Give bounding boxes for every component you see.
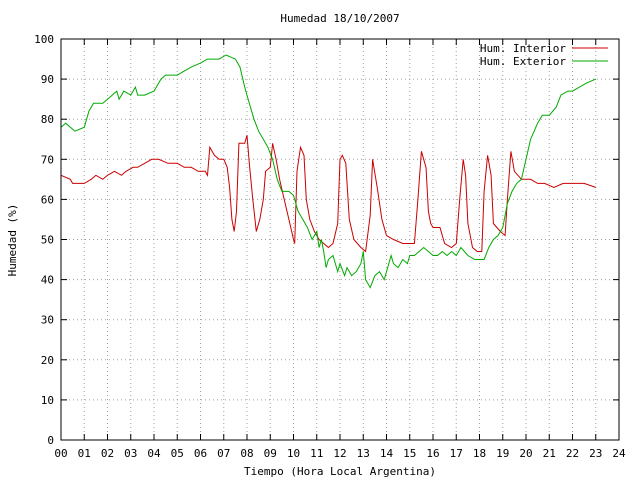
x-tick-label: 16 <box>426 447 439 460</box>
y-tick-label: 10 <box>41 394 54 407</box>
x-tick-label: 22 <box>566 447 579 460</box>
x-axis-ticks: 00 01 02 03 04 05 06 07 08 09 10 11 12 13 14 15 16 17 18 19… <box>54 39 626 460</box>
y-tick-label: 20 <box>41 354 54 367</box>
x-tick-label: 08 <box>240 447 253 460</box>
y-tick-label: 90 <box>41 73 54 86</box>
x-tick-label: 10 <box>287 447 300 460</box>
x-tick-label: 21 <box>543 447 556 460</box>
y-tick-label: 60 <box>41 193 54 206</box>
y-tick-label: 100 <box>34 33 54 46</box>
y-tick-label: 40 <box>41 274 54 287</box>
x-tick-label: 12 <box>333 447 346 460</box>
y-axis-label: Humedad (%) <box>6 204 19 277</box>
y-axis-ticks: 0 10 20 30 40 50 60 70 80 90 100 <box>34 33 619 447</box>
x-tick-label: 24 <box>612 447 626 460</box>
x-tick-label: 13 <box>357 447 370 460</box>
x-tick-label: 18 <box>473 447 486 460</box>
x-tick-label: 09 <box>264 447 277 460</box>
hum-exterior-line <box>60 54 596 289</box>
y-tick-label: 50 <box>41 234 54 247</box>
x-tick-label: 20 <box>519 447 532 460</box>
y-tick-label: 30 <box>41 314 54 327</box>
x-axis-label: Tiempo (Hora Local Argentina) <box>244 465 436 478</box>
x-tick-label: 05 <box>171 447 184 460</box>
x-tick-label: 23 <box>589 447 602 460</box>
x-tick-label: 19 <box>496 447 509 460</box>
x-tick-label: 02 <box>101 447 114 460</box>
x-tick-label: 01 <box>78 447 91 460</box>
x-tick-label: 06 <box>194 447 207 460</box>
legend-label-hum-exterior: Hum. Exterior <box>480 55 566 68</box>
x-tick-label: 17 <box>450 447 463 460</box>
x-tick-label: 03 <box>124 447 137 460</box>
x-tick-label: 07 <box>217 447 230 460</box>
plot-frame <box>60 38 620 441</box>
x-tick-label: 14 <box>380 447 394 460</box>
y-tick-label: 70 <box>41 153 54 166</box>
x-tick-label: 15 <box>403 447 416 460</box>
chart-title: Humedad 18/10/2007 <box>280 12 399 25</box>
grid-lines <box>61 39 619 440</box>
y-tick-label: 0 <box>47 434 54 447</box>
legend-label-hum-interior: Hum. Interior <box>480 42 566 55</box>
x-tick-label: 11 <box>310 447 323 460</box>
y-tick-label: 80 <box>41 113 54 126</box>
hum-interior-line <box>60 135 596 253</box>
x-tick-label: 04 <box>147 447 161 460</box>
x-tick-label: 00 <box>54 447 67 460</box>
data-series <box>60 54 596 289</box>
